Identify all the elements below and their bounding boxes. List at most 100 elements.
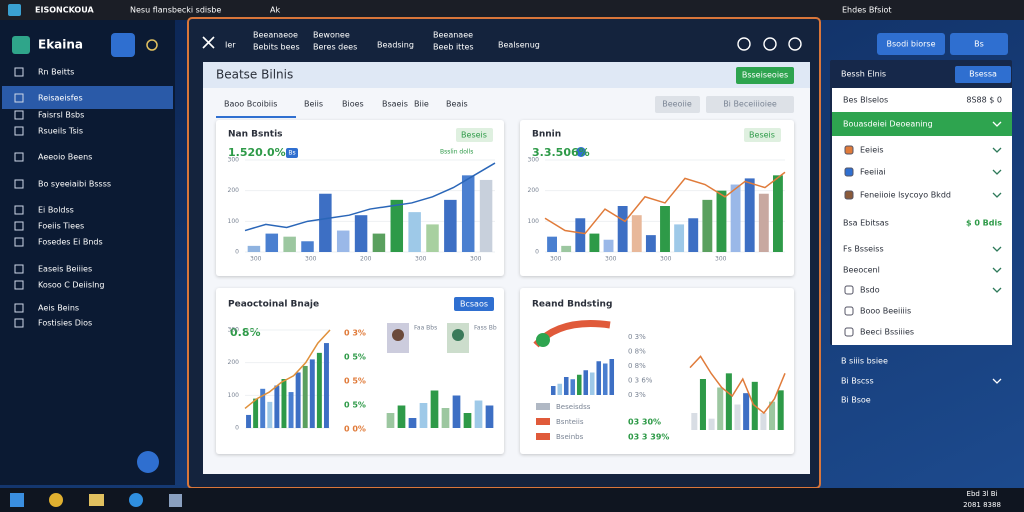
card-button[interactable] [456,128,493,142]
bar [319,193,332,252]
bar [575,218,586,252]
taskbar-icon[interactable] [49,493,63,507]
label: Bsslin dolls [440,149,473,156]
action-button[interactable] [655,96,700,113]
taskbar-icon[interactable] [169,494,182,507]
legend-swatch [536,433,550,440]
icon[interactable] [763,37,777,51]
avatar-face [452,329,464,341]
bar [550,386,556,395]
bar [688,218,699,252]
nav-icon [14,205,24,215]
card-button[interactable] [454,297,494,311]
trend-line [244,329,331,409]
bar [725,373,732,430]
label: Bsessa [969,70,997,79]
label: Easeis Beiiies [38,265,92,274]
label: Bs [288,150,295,157]
bar [408,212,421,252]
label: Bi Bscss [841,377,874,386]
label: 0 [235,249,239,256]
top-button[interactable] [877,33,945,55]
bar [743,393,750,430]
bar [734,404,741,430]
icon[interactable] [737,37,751,51]
chevron [992,121,1002,127]
label: Beres dees [313,43,357,52]
bar [309,359,315,428]
bar [372,233,386,252]
label: Biie [414,100,429,109]
bar [253,398,259,428]
icon[interactable] [788,37,802,51]
label: 300 [605,256,617,263]
bar [717,387,724,430]
label: Bebits bees [253,43,300,52]
label: Bi Bsoe [841,396,871,405]
label: Bealsenug [498,41,540,50]
label: 300 [228,157,240,164]
label: Beseis [749,131,775,140]
label: Bnnin [532,130,561,140]
label: 300 [660,256,672,263]
label: Bi Beceiiioiee [723,100,777,109]
fab-button[interactable] [137,451,159,473]
label: 0 5% [344,353,366,362]
label: Bes Blselos [843,96,888,105]
label: 300 [528,157,540,164]
taskbar-icon[interactable] [89,494,104,506]
panel-header [203,62,810,88]
action-button[interactable] [706,96,794,113]
search-button[interactable] [111,33,135,57]
label: 300 [415,256,427,263]
bar [274,385,280,428]
chevron [992,267,1002,273]
nav-icon [14,93,24,103]
avatar-face [392,329,404,341]
label: Booo Beeiiiis [860,307,911,316]
bar [419,403,428,428]
bar [461,175,475,252]
card-button[interactable] [744,128,781,142]
bar [283,236,296,252]
label: 1.520.0% [228,146,286,159]
label: Bo syeeiaibi Bssss [38,180,111,189]
label: Ier [225,41,236,50]
tab-underline [216,116,296,118]
label: Ekaina [38,38,83,52]
bar [563,377,569,395]
settings-icon[interactable] [146,39,158,51]
label: Reisaeisfes [38,94,83,103]
bar [397,405,406,428]
bar [589,233,600,252]
bar [617,206,628,252]
top-button[interactable] [950,33,1008,55]
label: Eeieis [860,146,884,155]
bar [699,379,706,430]
bar [426,224,439,252]
right-button[interactable] [955,66,1011,83]
bar [576,374,582,395]
start-button[interactable] [10,493,24,507]
nav-icon [14,280,24,290]
bar [288,392,294,428]
label: 300 [228,327,240,334]
bar [408,418,417,428]
label: Bsdo [860,286,880,295]
label: Feeiiai [860,168,886,177]
label: Fosedes Ei Bnds [38,238,103,247]
close-button[interactable] [202,36,215,49]
label: 0 0% [344,425,366,434]
bar [301,241,314,252]
taskbar-icon[interactable] [129,493,143,507]
bar [316,352,322,428]
nav-icon [14,264,24,274]
bar [773,175,783,252]
label: Rn Beitts [38,68,74,77]
nav-icon [14,110,24,120]
label: Bseinbs [556,433,584,441]
nav-icon [14,303,24,313]
label: 0 3% [628,391,646,399]
bar [702,199,713,252]
panel-button[interactable] [736,67,794,84]
